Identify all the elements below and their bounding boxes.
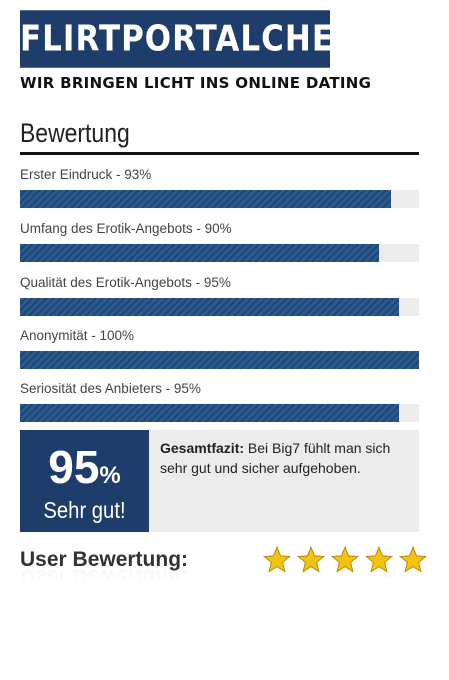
rating-item: Umfang des Erotik-Angebots - 90% [20,220,419,262]
rating-bar-track [20,244,419,262]
reflection-star-icon [296,560,330,588]
total-score-percent: % [99,462,121,489]
summary-box: 95% Sehr gut! Gesamtfazit: Bei Big7 fühl… [20,430,419,532]
star-icon[interactable] [364,545,398,574]
reflection-star-icon [330,560,364,588]
rating-bar-fill [20,244,380,262]
total-score-label: Sehr gut! [43,497,126,523]
rating-label: Qualität des Erotik-Angebots - 95% [20,275,231,290]
rating-label: Seriosität des Anbieters - 95% [20,381,201,396]
rating-bar-track [20,190,419,208]
section-title: Bewertung [20,118,130,148]
rating-bar-track [20,404,419,422]
rating-label: Umfang des Erotik-Angebots - 90% [20,221,232,236]
reflection: User Bewertung: [0,496,449,588]
reflection-user-rating-label: User Bewertung: [20,565,189,588]
reflection-stars [262,560,432,588]
brand-logo[interactable]: FLIRTPORTALCHECK [20,10,382,68]
total-score-number: 95 [48,441,100,493]
user-rating-stars[interactable] [262,545,432,574]
rating-item: Erster Eindruck - 93% [20,166,419,208]
rating-item: Qualität des Erotik-Angebots - 95% [20,274,419,316]
rating-bar-fill [20,190,392,208]
rating-item: Anonymität - 100% [20,327,419,369]
star-icon[interactable] [296,545,330,574]
reflection-star-icon [364,560,398,588]
reflection-star-icon [398,560,432,588]
brand-tagline: WIR BRINGEN LICHT INS ONLINE DATING [20,74,372,92]
rating-bar-fill [20,298,400,316]
total-score-box: 95% Sehr gut! [20,430,149,532]
rating-item: Seriosität des Anbieters - 95% [20,380,419,422]
reflection-star-icon [262,560,296,588]
verdict-text: Gesamtfazit: Bei Big7 fühlt man sich seh… [160,438,410,478]
star-icon[interactable] [330,545,364,574]
verdict-body: Bei Big7 fühlt man sich sehr gut und sic… [160,440,391,476]
verdict-title: Gesamtfazit: [160,440,245,456]
rating-bar-track [20,298,419,316]
section-divider [20,152,419,155]
rating-label: Erster Eindruck - 93% [20,167,152,182]
star-icon[interactable] [262,545,296,574]
rating-bar-fill [20,404,400,422]
user-rating-label: User Bewertung: [20,548,189,571]
rating-bar-fill [20,351,419,369]
reflection-fade [0,588,449,680]
star-icon[interactable] [398,545,432,574]
rating-bar-track [20,351,419,369]
total-score: 95% [20,440,149,503]
rating-label: Anonymität - 100% [20,328,135,343]
